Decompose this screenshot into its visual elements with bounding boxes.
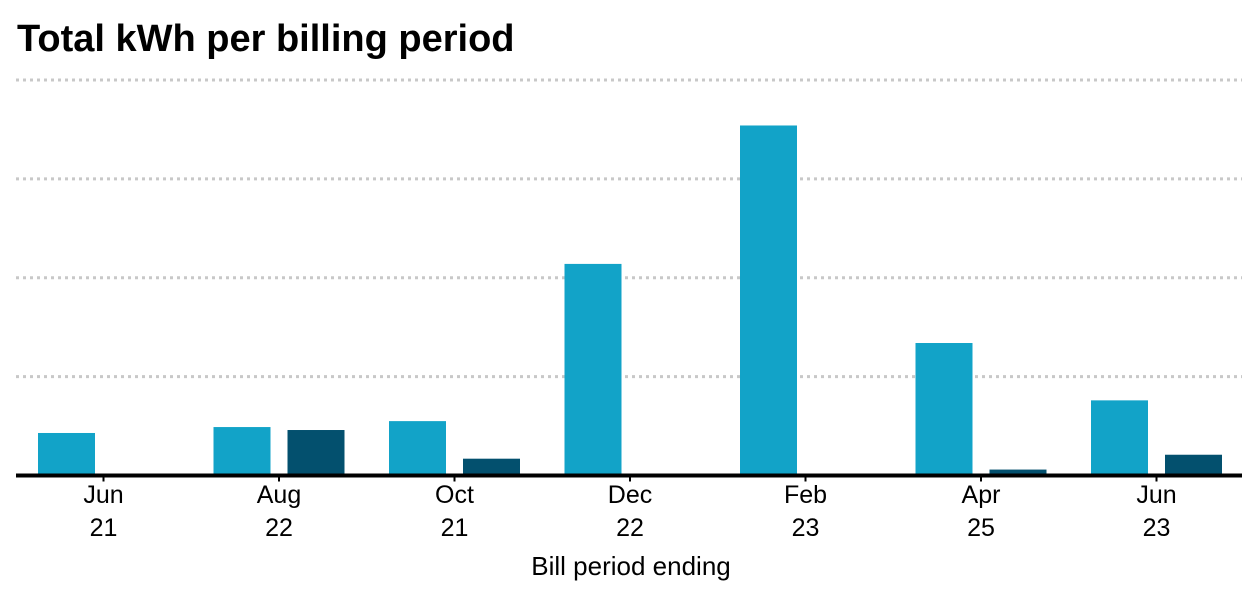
- bar-series-1: [389, 421, 446, 476]
- bar-series-2: [989, 469, 1047, 476]
- bar-series-2: [463, 458, 520, 476]
- bar-series-1: [564, 263, 622, 476]
- bar-series-2: [287, 430, 345, 476]
- bar-series-1: [213, 427, 271, 476]
- x-tick-label-day: 21: [441, 514, 469, 542]
- bar-series-2: [1165, 454, 1222, 476]
- x-tick-label-day: 25: [967, 514, 995, 542]
- x-tick-label-day: 22: [265, 514, 293, 542]
- bar-series-1: [740, 125, 797, 476]
- x-axis-label: Bill period ending: [531, 551, 730, 581]
- bars: [38, 125, 1222, 476]
- bar-series-1: [38, 432, 95, 476]
- x-tick-label-day: 22: [616, 514, 644, 542]
- x-tick-label-month: Oct: [435, 481, 474, 509]
- x-tick-label-month: Dec: [608, 481, 652, 509]
- x-tick-label-day: 21: [90, 514, 118, 542]
- x-tick-label-month: Jun: [83, 481, 123, 509]
- x-tick-label-day: 23: [792, 514, 820, 542]
- x-tick-label-month: Apr: [962, 481, 1001, 509]
- bar-series-1: [915, 343, 973, 476]
- x-axis: Jun 21 Aug 22 Oct 21 Dec 22 Feb 23 Apr 25 Jun 23: [16, 473, 1242, 542]
- x-tick-label-month: Aug: [257, 481, 301, 509]
- x-tick-label-day: 23: [1143, 514, 1171, 542]
- chart-title: Total kWh per billing period: [17, 18, 515, 60]
- x-tick-label-month: Feb: [784, 481, 827, 509]
- x-tick-label-month: Jun: [1136, 481, 1176, 509]
- gridlines: [16, 78, 1242, 379]
- bar-series-1: [1091, 400, 1148, 476]
